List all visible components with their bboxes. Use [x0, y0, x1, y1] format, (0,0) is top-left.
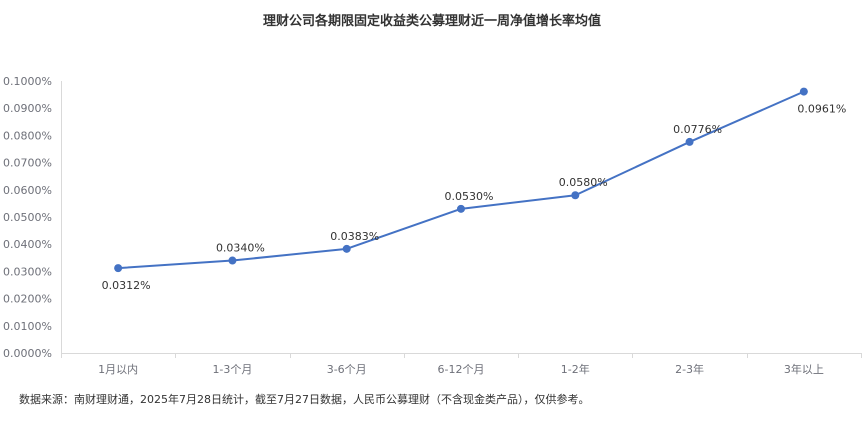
data-label: 0.0530% — [445, 190, 494, 203]
y-axis-tick-label: 0.0900% — [3, 102, 52, 115]
data-point — [228, 256, 237, 265]
chart-title: 理财公司各期限固定收益类公募理财近一周净值增长率均值 — [262, 14, 601, 29]
data-label: 0.0383% — [330, 230, 379, 243]
y-axis-tick-label: 0.1000% — [3, 75, 52, 88]
series-line-group — [114, 87, 808, 273]
y-axis-tick-label: 0.0100% — [3, 320, 52, 333]
y-axis-tick-label: 0.0600% — [3, 184, 52, 197]
y-axis-tick-label: 0.0000% — [3, 347, 52, 360]
x-axis-tick-label: 3-6个月 — [327, 363, 367, 376]
x-axis-tick-label: 1月以内 — [98, 362, 138, 376]
data-label: 0.0340% — [216, 242, 265, 255]
data-point — [799, 87, 808, 96]
data-point — [457, 204, 465, 213]
data-point — [685, 137, 694, 146]
x-axis-tick-label: 1-3个月 — [212, 363, 252, 376]
x-axis-tick-label: 3年以上 — [784, 362, 824, 376]
y-axis-tick-label: 0.0200% — [3, 293, 52, 306]
data-labels: 0.0312% 0.0340% 0.0383% 0.0530% 0.0580% 0.077… — [102, 103, 847, 293]
data-point — [571, 191, 580, 200]
chart-axes — [61, 81, 862, 358]
y-axis-tick-labels: 0.0000% 0.0100% 0.0200% 0.0300% 0.0400% 0.050… — [3, 75, 52, 360]
x-axis-tick-label: 2-3年 — [675, 362, 704, 376]
y-axis-tick-label: 0.0400% — [3, 238, 52, 251]
data-point — [342, 244, 351, 253]
x-axis-tick-labels: 1月以内 1-3个月 3-6个月 6-12个月 1-2年 2-3年 3年以上 — [98, 362, 824, 376]
data-label: 0.0961% — [797, 103, 846, 116]
data-label: 0.0580% — [559, 176, 608, 189]
data-label: 0.0312% — [102, 279, 151, 292]
x-axis-tick-label: 6-12个月 — [438, 363, 485, 376]
data-label: 0.0776% — [673, 123, 722, 136]
y-axis-tick-label: 0.0300% — [3, 265, 52, 278]
source-footnote: 数据来源：南财理财通，2025年7月28日统计，截至7月27日数据，人民币公募理… — [19, 393, 590, 406]
data-point — [114, 264, 123, 273]
y-axis-tick-label: 0.0700% — [3, 157, 52, 170]
y-axis-tick-label: 0.0800% — [3, 129, 52, 142]
y-axis-tick-label: 0.0500% — [3, 211, 52, 224]
x-axis-tick-label: 1-2年 — [561, 362, 590, 376]
